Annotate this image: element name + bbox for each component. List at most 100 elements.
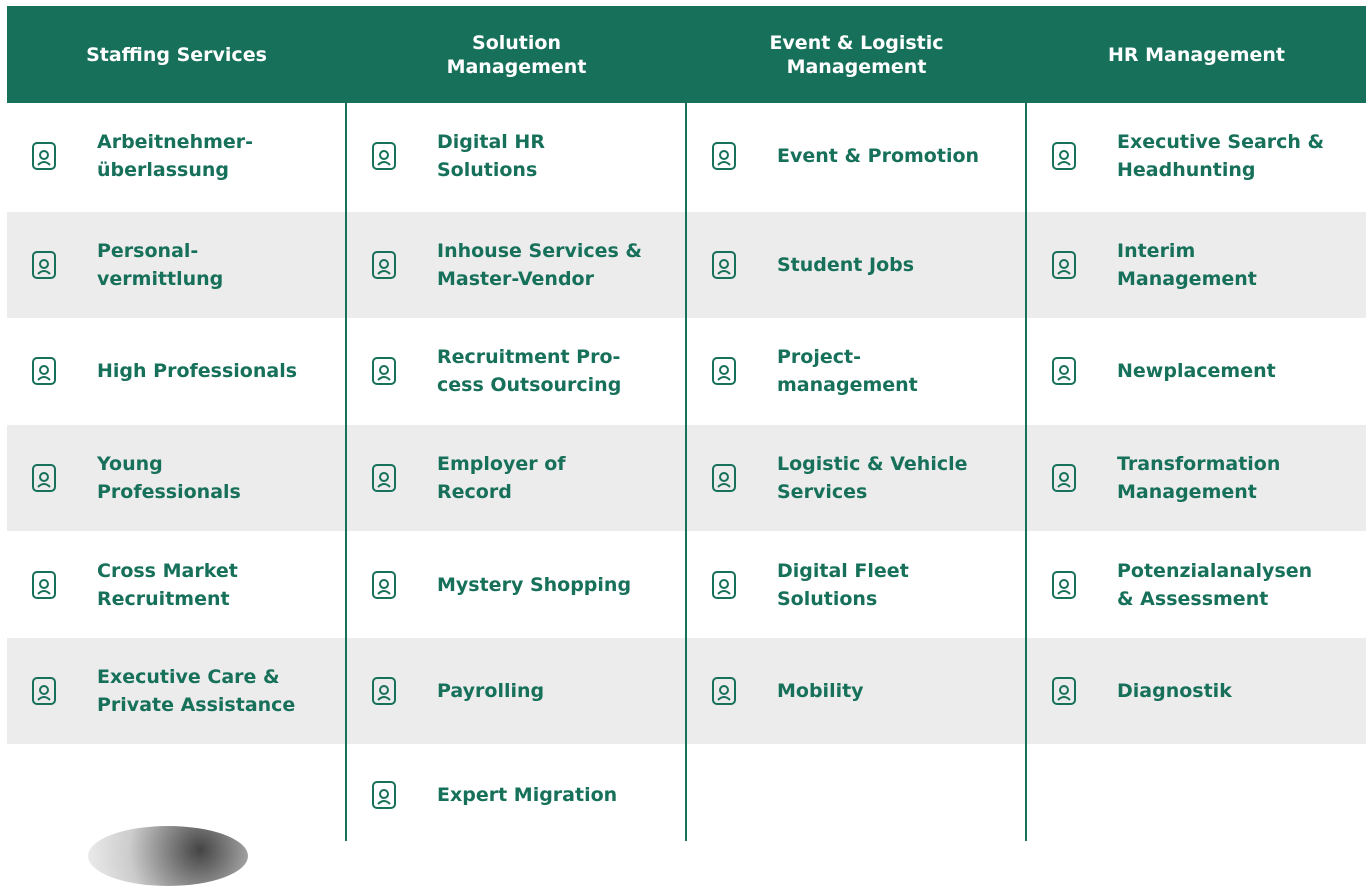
- portrait-fragment: [88, 826, 248, 886]
- service-link[interactable]: Executive Search & Headhunting: [1117, 103, 1362, 209]
- item-icon: [712, 571, 736, 599]
- item-text-line: Management: [1117, 268, 1257, 290]
- column-header: HR Management: [1027, 6, 1366, 103]
- item-text-line: Recruitment: [97, 588, 230, 610]
- item-text-line: Diagnostik: [1117, 680, 1232, 702]
- item-icon: [32, 357, 56, 385]
- service-link[interactable]: Digital Fleet Solutions: [777, 532, 1022, 638]
- item-icon: [32, 571, 56, 599]
- item-text-line: Arbeitnehmer-: [97, 131, 254, 153]
- service-link[interactable]: Payrolling: [437, 638, 682, 744]
- item-text-line: Inhouse Services &: [437, 240, 642, 262]
- service-link[interactable]: Diagnostik: [1117, 638, 1362, 744]
- item-text-line: Recruitment Pro-: [437, 346, 621, 368]
- item-icon: [1052, 251, 1076, 279]
- service-link[interactable]: Personal-vermittlung: [97, 212, 342, 318]
- service-link[interactable]: Newplacement: [1117, 318, 1362, 424]
- item-text-line: Digital HR: [437, 131, 545, 153]
- item-text-line: Event & Promotion: [777, 145, 980, 167]
- item-icon: [712, 251, 736, 279]
- service-link[interactable]: Mobility: [777, 638, 1022, 744]
- item-icon: [372, 142, 396, 170]
- item-text-line: Cross Market: [97, 560, 238, 582]
- column-divider: [345, 6, 347, 841]
- item-icon: [32, 142, 56, 170]
- service-link[interactable]: Project-management: [777, 318, 1022, 424]
- item-icon: [712, 464, 736, 492]
- item-text-line: Headhunting: [1117, 159, 1256, 181]
- item-text-line: Solutions: [437, 159, 538, 181]
- item-text-line: Mystery Shopping: [437, 574, 632, 596]
- service-link[interactable]: Event & Promotion: [777, 103, 1022, 209]
- item-icon: [1052, 677, 1076, 705]
- item-text-line: Management: [1117, 481, 1257, 503]
- item-text-line: cess Outsourcing: [437, 374, 622, 396]
- service-link[interactable]: Logistic & Vehicle Services: [777, 425, 1022, 531]
- item-text-line: überlassung: [97, 159, 229, 181]
- item-icon: [1052, 464, 1076, 492]
- service-link[interactable]: Expert Migration: [437, 742, 682, 848]
- item-text-line: Private Assistance: [97, 694, 296, 716]
- header-line: Management: [786, 55, 927, 78]
- item-text-line: Professionals: [97, 481, 241, 503]
- column-divider: [685, 6, 687, 841]
- item-text-line: Newplacement: [1117, 360, 1276, 382]
- header-line: Management: [446, 55, 587, 78]
- item-icon: [1052, 142, 1076, 170]
- item-text-line: Student Jobs: [777, 254, 915, 276]
- item-icon: [372, 677, 396, 705]
- services-table: Staffing Services Arbeitnehmer-überlassun…: [7, 6, 1366, 841]
- item-icon: [372, 781, 396, 809]
- service-link[interactable]: Digital HR Solutions: [437, 103, 682, 209]
- item-text-line: Potenzialanalysen: [1117, 560, 1313, 582]
- service-link[interactable]: Arbeitnehmer-überlassung: [97, 103, 342, 209]
- service-link[interactable]: Mystery Shopping: [437, 532, 682, 638]
- service-link[interactable]: Recruitment Pro-cess Outsourcing: [437, 318, 682, 424]
- header-line: Staffing Services: [86, 43, 267, 66]
- service-link[interactable]: Young Professionals: [97, 425, 342, 531]
- item-text-line: Executive Care &: [97, 666, 280, 688]
- column-header: Event & Logistic Management: [687, 6, 1026, 103]
- item-icon: [712, 677, 736, 705]
- item-icon: [1052, 571, 1076, 599]
- item-icon: [372, 357, 396, 385]
- item-text-line: Record: [437, 481, 512, 503]
- service-link[interactable]: Inhouse Services & Master-Vendor: [437, 212, 682, 318]
- item-icon: [372, 464, 396, 492]
- column-header: Solution Management: [347, 6, 686, 103]
- header-line: Solution: [472, 31, 561, 54]
- service-link[interactable]: Employer of Record: [437, 425, 682, 531]
- item-icon: [372, 571, 396, 599]
- service-link[interactable]: Potenzialanalysen & Assessment: [1117, 532, 1362, 638]
- service-link[interactable]: Executive Care & Private Assistance: [97, 638, 342, 744]
- item-text-line: Logistic & Vehicle: [777, 453, 968, 475]
- item-text-line: Services: [777, 481, 868, 503]
- item-text-line: Interim: [1117, 240, 1196, 262]
- item-icon: [32, 251, 56, 279]
- column-divider: [1025, 6, 1027, 841]
- header-line: HR Management: [1107, 43, 1285, 66]
- item-text-line: Master-Vendor: [437, 268, 594, 290]
- item-text-line: Payrolling: [437, 680, 545, 702]
- item-text-line: Project-: [777, 346, 861, 368]
- item-icon: [712, 357, 736, 385]
- service-link[interactable]: Student Jobs: [777, 212, 1022, 318]
- service-link[interactable]: High Professionals: [97, 318, 342, 424]
- item-text-line: Employer of: [437, 453, 566, 475]
- item-text-line: Young: [97, 453, 163, 475]
- item-text-line: Solutions: [777, 588, 878, 610]
- item-text-line: Mobility: [777, 680, 864, 702]
- item-icon: [32, 677, 56, 705]
- item-icon: [1052, 357, 1076, 385]
- item-text-line: High Professionals: [97, 360, 298, 382]
- service-link[interactable]: Transformation Management: [1117, 425, 1362, 531]
- item-text-line: Personal-: [97, 240, 199, 262]
- item-icon: [32, 464, 56, 492]
- item-text-line: Executive Search &: [1117, 131, 1325, 153]
- item-text-line: Transformation: [1117, 453, 1281, 475]
- item-text-line: Digital Fleet: [777, 560, 909, 582]
- page: Staffing Services Arbeitnehmer-überlassun…: [7, 6, 1366, 886]
- item-text-line: vermittlung: [97, 268, 224, 290]
- service-link[interactable]: Interim Management: [1117, 212, 1362, 318]
- service-link[interactable]: Cross Market Recruitment: [97, 532, 342, 638]
